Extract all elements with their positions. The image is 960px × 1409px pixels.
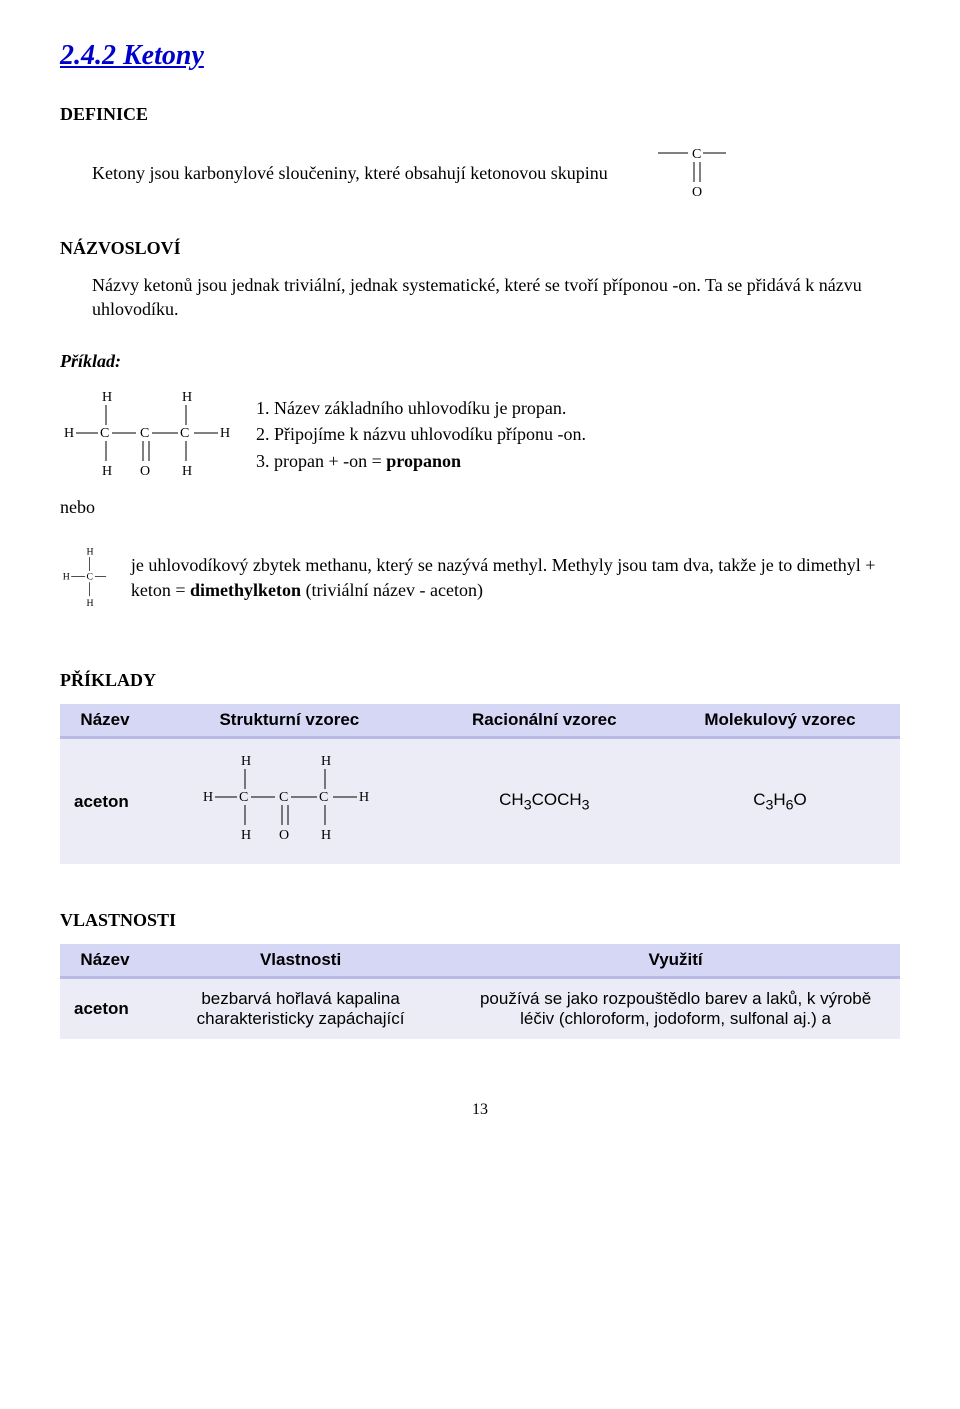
svg-text:H: H — [203, 790, 213, 805]
svg-text:H: H — [241, 754, 251, 769]
svg-text:C: C — [239, 790, 248, 805]
svg-text:H: H — [182, 390, 192, 405]
th-racionalni: Racionální vzorec — [429, 704, 660, 738]
section-title: 2.4.2 Ketony — [60, 40, 900, 72]
example-steps: 1. Název základního uhlovodíku je propan… — [256, 396, 586, 475]
example-step-2: 2. Připojíme k názvu uhlovodíku příponu … — [256, 422, 586, 446]
methyl-row: H H C H je uhlovodíkový zbytek methanu, … — [60, 528, 900, 628]
definition-row: Ketony jsou karbonylové sloučeniny, kter… — [92, 138, 900, 208]
pcell-vyuziti: používá se jako rozpouštědlo barev a lak… — [451, 978, 900, 1040]
keto-group-icon: C O — [648, 138, 728, 208]
aceton-structure-icon: H H H C C C H H O H — [199, 749, 379, 849]
cell-rational: CH3COCH3 — [429, 738, 660, 865]
th-strukturni: Strukturní vzorec — [150, 704, 429, 738]
svg-text:H: H — [64, 426, 74, 441]
example-step-3: 3. propan + -on = propanon — [256, 449, 586, 473]
svg-text:H: H — [87, 546, 94, 557]
svg-text:H: H — [102, 390, 112, 405]
definition-text: Ketony jsou karbonylové sloučeniny, kter… — [92, 161, 608, 185]
page-number: 13 — [60, 1099, 900, 1121]
svg-text:C: C — [279, 790, 288, 805]
heading-priklad: Příklad: — [60, 349, 900, 373]
svg-text:H: H — [63, 571, 70, 582]
heading-definice: DEFINICE — [60, 102, 900, 126]
svg-text:H: H — [321, 754, 331, 769]
svg-text:C: C — [87, 571, 94, 582]
svg-text:H: H — [321, 828, 331, 843]
th-molekulovy: Molekulový vzorec — [660, 704, 900, 738]
svg-text:C: C — [100, 426, 109, 441]
svg-text:O: O — [692, 185, 702, 200]
example-step-1: 1. Název základního uhlovodíku je propan… — [256, 396, 586, 420]
cell-struct: H H H C C C H H O H — [150, 738, 429, 865]
example-row: H H H C C C H H O H 1. Název základního … — [60, 385, 900, 485]
structure-table: Název Strukturní vzorec Racionální vzore… — [60, 704, 900, 864]
table-row: aceton H H H C C C H H O — [60, 738, 900, 865]
pcell-name: aceton — [60, 978, 150, 1040]
pcell-vlastnosti: bezbarvá hořlavá kapalina charakteristic… — [150, 978, 451, 1040]
svg-text:C: C — [140, 426, 149, 441]
svg-text:H: H — [359, 790, 369, 805]
svg-text:H: H — [182, 464, 192, 479]
pth-vlastnosti: Vlastnosti — [150, 944, 451, 978]
nazvoslovi-text: Názvy ketonů jsou jednak triviální, jedn… — [92, 273, 900, 322]
svg-text:C: C — [319, 790, 328, 805]
svg-text:O: O — [140, 464, 150, 479]
svg-text:H: H — [220, 426, 230, 441]
cell-molecular: C3H6O — [660, 738, 900, 865]
methyl-text: je uhlovodíkový zbytek methanu, který se… — [131, 553, 900, 602]
svg-text:C: C — [180, 426, 189, 441]
svg-text:H: H — [102, 464, 112, 479]
heading-priklady: PŘÍKLADY — [60, 668, 900, 692]
svg-text:O: O — [279, 828, 289, 843]
table-row: aceton bezbarvá hořlavá kapalina charakt… — [60, 978, 900, 1040]
pth-vyuziti: Využití — [451, 944, 900, 978]
cell-name: aceton — [60, 738, 150, 865]
propanon-structure-icon: H H H C C C H H O H — [60, 385, 240, 485]
svg-text:H: H — [87, 598, 94, 609]
th-nazev: Název — [60, 704, 150, 738]
nebo-label: nebo — [60, 495, 900, 519]
heading-nazvoslovi: NÁZVOSLOVÍ — [60, 236, 900, 260]
heading-vlastnosti: VLASTNOSTI — [60, 908, 900, 932]
pth-nazev: Název — [60, 944, 150, 978]
methyl-structure-icon: H H C H — [60, 528, 109, 628]
svg-text:C: C — [692, 147, 701, 162]
svg-text:H: H — [241, 828, 251, 843]
properties-table: Název Vlastnosti Využití aceton bezbarvá… — [60, 944, 900, 1039]
